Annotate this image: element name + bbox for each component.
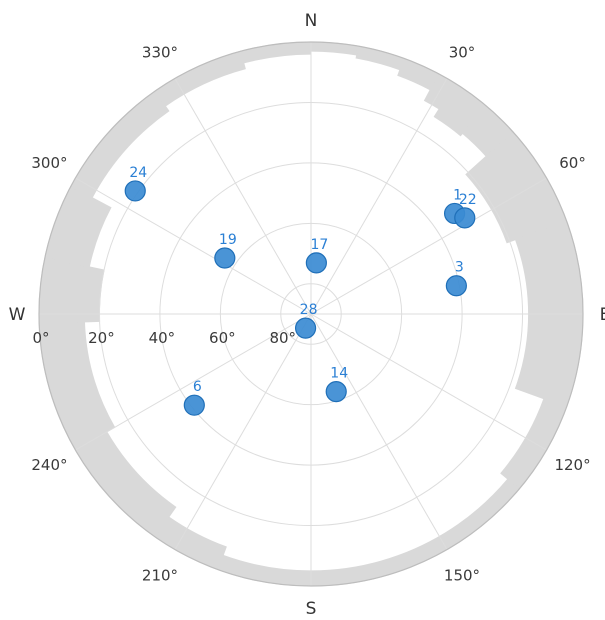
satellite-id-label: 1 [453,187,462,203]
azimuth-spoke [310,78,448,315]
satellite-marker [445,275,467,297]
satellite-id-label: 14 [330,366,348,382]
satellite-markers: 122 3 17 19 24 28 14 6 [124,165,477,416]
azimuth-spoke [174,313,312,550]
direction-label: E [600,305,605,325]
azimuth-tick-label: 210° [142,567,178,585]
horizon-ring [38,41,584,587]
satellite-marker [294,317,317,339]
elevation-tick-label: 80° [269,329,296,347]
elevation-tick-label: 60° [209,329,236,347]
mask-sector [310,41,359,56]
satellite-id-label: 28 [300,302,318,318]
elevation-mask-region [38,41,584,587]
azimuth-spoke [310,313,448,550]
mask-sector [44,185,112,268]
satellite-marker [183,394,205,416]
satellite-id-label: 6 [193,379,202,395]
satellite-id-label: 24 [129,165,147,181]
azimuth-spoke [310,177,547,315]
satellite-marker [454,207,476,229]
direction-label: S [306,599,317,619]
mask-sector [74,431,177,538]
direction-label: N [305,11,318,31]
mask-sector [500,398,568,490]
satellite-id-label: 3 [455,260,464,276]
elevation-tick-label: 40° [149,329,176,347]
mask-sector [398,478,521,571]
mask-sector [239,41,312,64]
satellite-marker [124,180,146,202]
azimuth-tick-label: 120° [554,456,590,474]
elevation-tick-label: 0° [32,329,49,347]
azimuth-tick-label: 330° [142,43,178,61]
mask-sector [355,45,405,71]
azimuth-spoke [75,313,312,451]
azimuth-spoke [174,78,312,315]
azimuth-tick-label: 150° [444,567,480,585]
satellite-id-label: 22 [459,192,477,208]
azimuth-tick-label: 60° [559,154,586,172]
elevation-tick-label: 20° [88,329,115,347]
satellite-marker [305,252,327,274]
polar-grid [38,41,584,587]
axis-labels: N E S W 30° 60° 120° 150° 210° 240° 300° 330° 0° 20° 4… [9,11,605,619]
satellite-marker [214,247,236,269]
azimuth-tick-label: 240° [31,456,67,474]
satellite-id-label: 17 [310,237,328,253]
satellite-id-label: 19 [219,232,237,248]
mask-sector [70,90,170,199]
azimuth-tick-label: 30° [449,43,476,61]
azimuth-spoke [75,177,312,315]
azimuth-tick-label: 300° [31,154,67,172]
satellite-marker [325,381,347,403]
azimuth-spoke [310,313,547,451]
direction-label: W [9,305,26,325]
